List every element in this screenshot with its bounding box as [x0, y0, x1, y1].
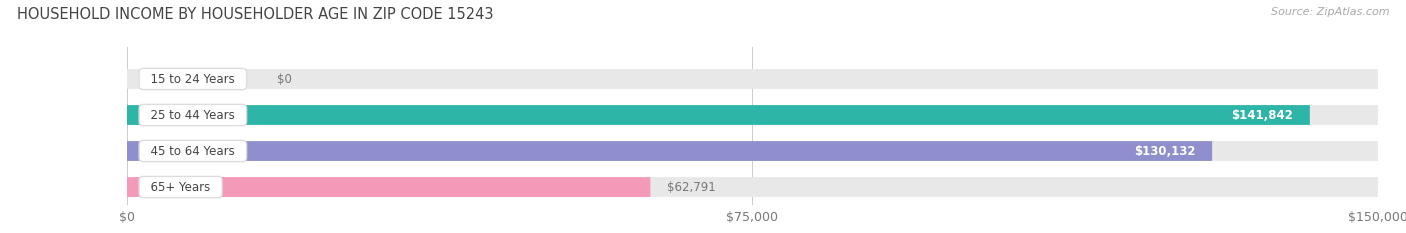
FancyBboxPatch shape — [127, 141, 1212, 161]
Text: $141,842: $141,842 — [1232, 109, 1294, 122]
Text: 25 to 44 Years: 25 to 44 Years — [143, 109, 242, 122]
Text: HOUSEHOLD INCOME BY HOUSEHOLDER AGE IN ZIP CODE 15243: HOUSEHOLD INCOME BY HOUSEHOLDER AGE IN Z… — [17, 7, 494, 22]
FancyBboxPatch shape — [127, 69, 1378, 89]
Text: 65+ Years: 65+ Years — [143, 181, 218, 194]
FancyBboxPatch shape — [127, 141, 1378, 161]
Text: $130,132: $130,132 — [1135, 144, 1195, 158]
Text: 45 to 64 Years: 45 to 64 Years — [143, 144, 242, 158]
FancyBboxPatch shape — [127, 105, 1378, 125]
FancyBboxPatch shape — [127, 177, 1378, 197]
Text: Source: ZipAtlas.com: Source: ZipAtlas.com — [1271, 7, 1389, 17]
FancyBboxPatch shape — [127, 105, 1310, 125]
FancyBboxPatch shape — [127, 177, 651, 197]
Text: 15 to 24 Years: 15 to 24 Years — [143, 72, 242, 86]
Text: $62,791: $62,791 — [666, 181, 716, 194]
Text: $0: $0 — [277, 72, 291, 86]
